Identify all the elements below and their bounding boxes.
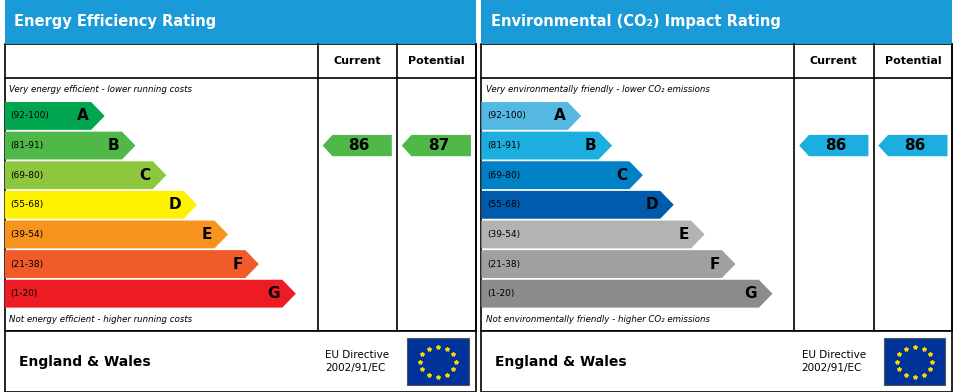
Text: Potential: Potential [884,56,942,66]
Text: 86: 86 [825,138,846,153]
Text: 86: 86 [904,138,925,153]
Polygon shape [481,191,674,219]
Text: Not energy efficient - higher running costs: Not energy efficient - higher running co… [10,316,192,324]
Text: B: B [108,138,120,153]
Text: England & Wales: England & Wales [496,355,627,368]
Polygon shape [799,135,868,156]
Text: G: G [268,286,280,301]
Polygon shape [481,221,704,249]
Text: (92-100): (92-100) [487,111,526,120]
Text: Environmental (CO₂) Impact Rating: Environmental (CO₂) Impact Rating [491,15,781,29]
Text: Current: Current [333,56,381,66]
Text: (39-54): (39-54) [11,230,44,239]
Text: F: F [233,257,243,272]
Text: A: A [77,109,89,123]
Text: (21-38): (21-38) [487,260,521,269]
Bar [884,338,946,385]
Text: D: D [168,197,181,212]
Text: 86: 86 [348,138,369,153]
Text: (55-68): (55-68) [487,200,521,209]
Text: (21-38): (21-38) [11,260,44,269]
Bar [481,331,952,392]
Text: (1-20): (1-20) [487,289,515,298]
Text: Not environmentally friendly - higher CO₂ emissions: Not environmentally friendly - higher CO… [486,316,710,324]
Text: 87: 87 [428,138,449,153]
Text: E: E [679,227,689,242]
Text: EU Directive
2002/91/EC: EU Directive 2002/91/EC [325,350,389,373]
Text: C: C [140,168,150,183]
Text: England & Wales: England & Wales [19,355,150,368]
Text: F: F [709,257,720,272]
Bar [5,331,476,392]
Text: (81-91): (81-91) [487,141,521,150]
Text: Energy Efficiency Rating: Energy Efficiency Rating [14,15,216,29]
Polygon shape [5,280,296,308]
Bar [481,0,952,44]
Text: (55-68): (55-68) [11,200,44,209]
Polygon shape [481,132,612,160]
Text: (92-100): (92-100) [11,111,50,120]
Bar [5,44,476,331]
Polygon shape [481,102,581,130]
Polygon shape [5,191,197,219]
Text: (1-20): (1-20) [11,289,38,298]
Polygon shape [879,135,947,156]
Polygon shape [402,135,471,156]
Text: G: G [745,286,757,301]
Polygon shape [481,250,735,278]
Polygon shape [5,221,228,249]
Text: Very energy efficient - lower running costs: Very energy efficient - lower running co… [10,85,192,94]
Polygon shape [481,161,643,189]
Bar [408,338,469,385]
Text: Current: Current [810,56,857,66]
Text: (81-91): (81-91) [11,141,44,150]
Text: C: C [616,168,627,183]
Text: EU Directive
2002/91/EC: EU Directive 2002/91/EC [802,350,866,373]
Text: (69-80): (69-80) [487,171,521,180]
Text: A: A [553,109,566,123]
Polygon shape [5,161,167,189]
Polygon shape [5,250,258,278]
Polygon shape [481,280,772,308]
Text: E: E [202,227,212,242]
Bar [5,0,476,44]
Text: B: B [585,138,596,153]
Text: (69-80): (69-80) [11,171,44,180]
Polygon shape [323,135,391,156]
Text: (39-54): (39-54) [487,230,521,239]
Polygon shape [5,132,136,160]
Text: D: D [645,197,657,212]
Text: Very environmentally friendly - lower CO₂ emissions: Very environmentally friendly - lower CO… [486,85,710,94]
Text: Potential: Potential [408,56,465,66]
Bar [481,44,952,331]
Polygon shape [5,102,104,130]
